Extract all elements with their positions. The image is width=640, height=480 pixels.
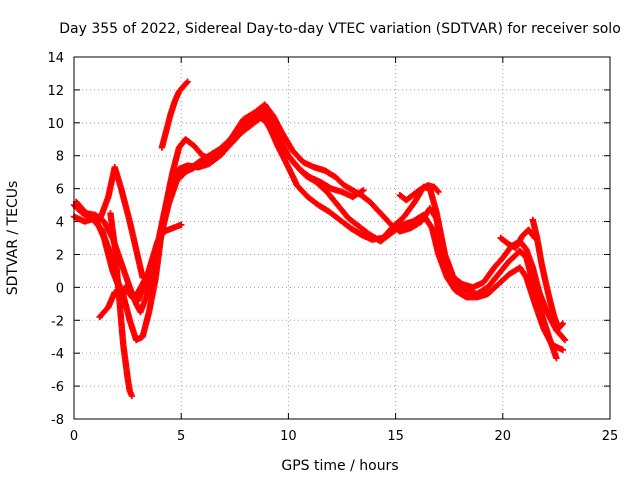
series-track-8 <box>396 182 442 204</box>
series-track-4 <box>70 113 569 344</box>
y-tick-label: 0 <box>56 281 64 296</box>
series-track-6 <box>107 210 136 400</box>
x-tick-labels: 0 5 10 15 20 25 <box>70 429 618 444</box>
series-track-9 <box>497 226 539 252</box>
x-tick-label: 25 <box>602 429 619 444</box>
data-point <box>184 78 191 85</box>
y-tick-label: -2 <box>51 314 64 329</box>
y-tick-label: 2 <box>56 248 64 263</box>
x-tick-label: 10 <box>280 429 297 444</box>
chart-title: Day 355 of 2022, Sidereal Day-to-day VTE… <box>59 21 621 37</box>
data-point <box>559 346 567 354</box>
series-track-10 <box>529 216 567 332</box>
x-tick-label: 0 <box>70 429 78 444</box>
axis-ticks <box>73 56 611 420</box>
y-tick-label: -8 <box>51 413 64 428</box>
series-track-2 <box>72 113 567 354</box>
series-track-7 <box>158 78 191 151</box>
grid <box>74 57 610 419</box>
x-tick-label: 20 <box>495 429 512 444</box>
data-point <box>558 321 565 328</box>
y-axis-title: SDTVAR / TECUs <box>5 181 21 296</box>
data-point <box>553 354 560 362</box>
y-tick-label: -4 <box>51 347 64 362</box>
data-point <box>178 221 185 229</box>
plot-frame <box>73 56 611 420</box>
y-tick-label: 8 <box>56 150 64 165</box>
x-tick-label: 15 <box>387 429 404 444</box>
y-tick-label: 4 <box>56 216 64 231</box>
y-tick-label: 6 <box>56 183 64 198</box>
x-tick-label: 5 <box>177 429 185 444</box>
y-tick-label: 10 <box>47 117 64 132</box>
data-point <box>128 392 136 400</box>
x-axis-title: GPS time / hours <box>281 458 398 474</box>
y-tick-labels: -8 -6 -4 -2 0 2 4 6 8 10 12 14 <box>47 51 64 428</box>
y-tick-label: 12 <box>47 84 64 99</box>
data-point <box>435 188 442 196</box>
data-markers <box>70 78 569 400</box>
y-tick-label: 14 <box>47 51 64 66</box>
data-point <box>183 79 190 87</box>
data-point <box>434 187 441 194</box>
data-point <box>559 320 567 327</box>
data-point <box>560 335 568 342</box>
data-point <box>561 336 569 344</box>
y-tick-label: -6 <box>51 380 64 395</box>
data-point <box>360 187 367 194</box>
